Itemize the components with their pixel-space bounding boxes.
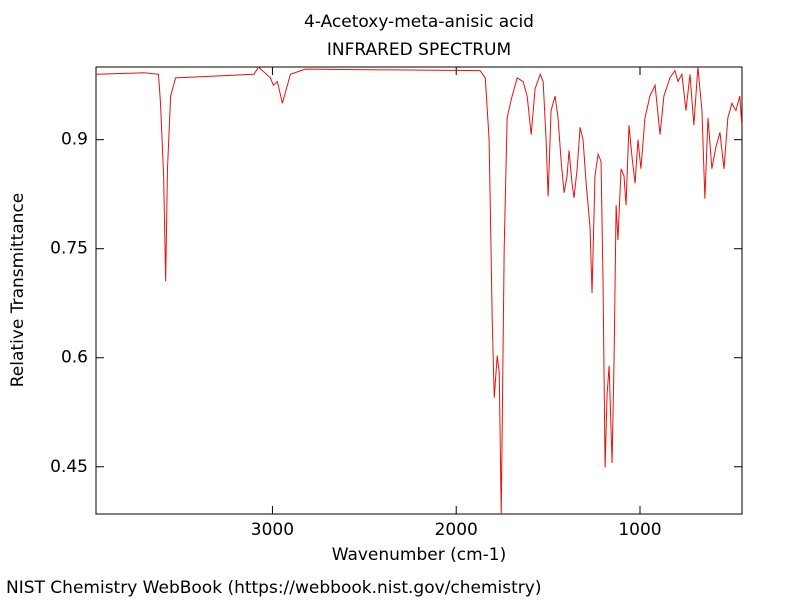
chart-subtitle: INFRARED SPECTRUM <box>327 40 511 60</box>
y-tick-label: 0.6 <box>61 348 88 368</box>
y-tick-label: 0.45 <box>50 457 88 477</box>
x-axis-label: Wavenumber (cm-1) <box>332 545 507 565</box>
footer: NIST Chemistry WebBook (https://webbook.… <box>6 578 541 598</box>
x-tick-label: 2000 <box>435 520 478 540</box>
y-tick-label: 0.75 <box>50 239 88 259</box>
chart-title: 4-Acetoxy-meta-anisic acid <box>304 12 534 32</box>
x-tick-label: 3000 <box>251 520 294 540</box>
spectrum-line <box>95 66 743 515</box>
x-tick-label: 1000 <box>618 520 661 540</box>
plot-frame <box>95 66 743 515</box>
y-tick-label: 0.9 <box>61 130 88 150</box>
y-axis-label: Relative Transmittance <box>8 193 28 388</box>
